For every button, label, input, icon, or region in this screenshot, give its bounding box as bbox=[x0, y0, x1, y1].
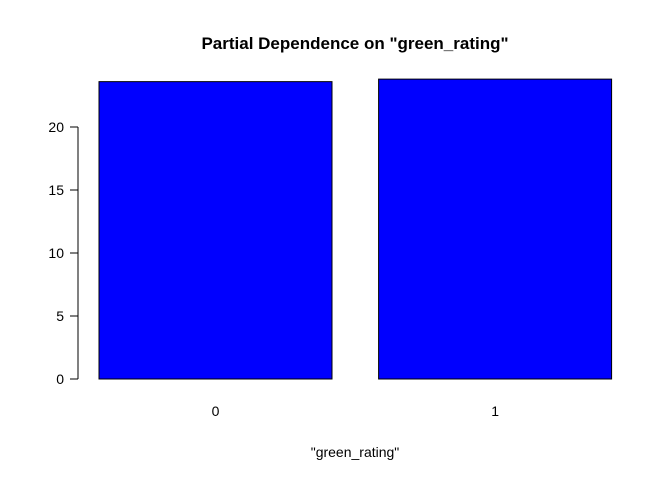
bar-0 bbox=[98, 81, 333, 380]
bars-group bbox=[98, 78, 613, 380]
y-tick-label: 10 bbox=[48, 245, 64, 261]
y-tick-label: 20 bbox=[48, 119, 64, 135]
x-tick-label: 1 bbox=[491, 403, 499, 419]
bar-1 bbox=[378, 78, 613, 380]
y-axis: 0 5 10 15 20 bbox=[48, 119, 79, 387]
y-tick-label: 5 bbox=[56, 308, 64, 324]
y-tick-label: 0 bbox=[56, 371, 64, 387]
y-tick-label: 15 bbox=[48, 182, 64, 198]
x-tick-label: 0 bbox=[212, 403, 220, 419]
x-axis-label: "green_rating" bbox=[311, 444, 400, 460]
chart-title: Partial Dependence on "green_rating" bbox=[201, 34, 508, 53]
